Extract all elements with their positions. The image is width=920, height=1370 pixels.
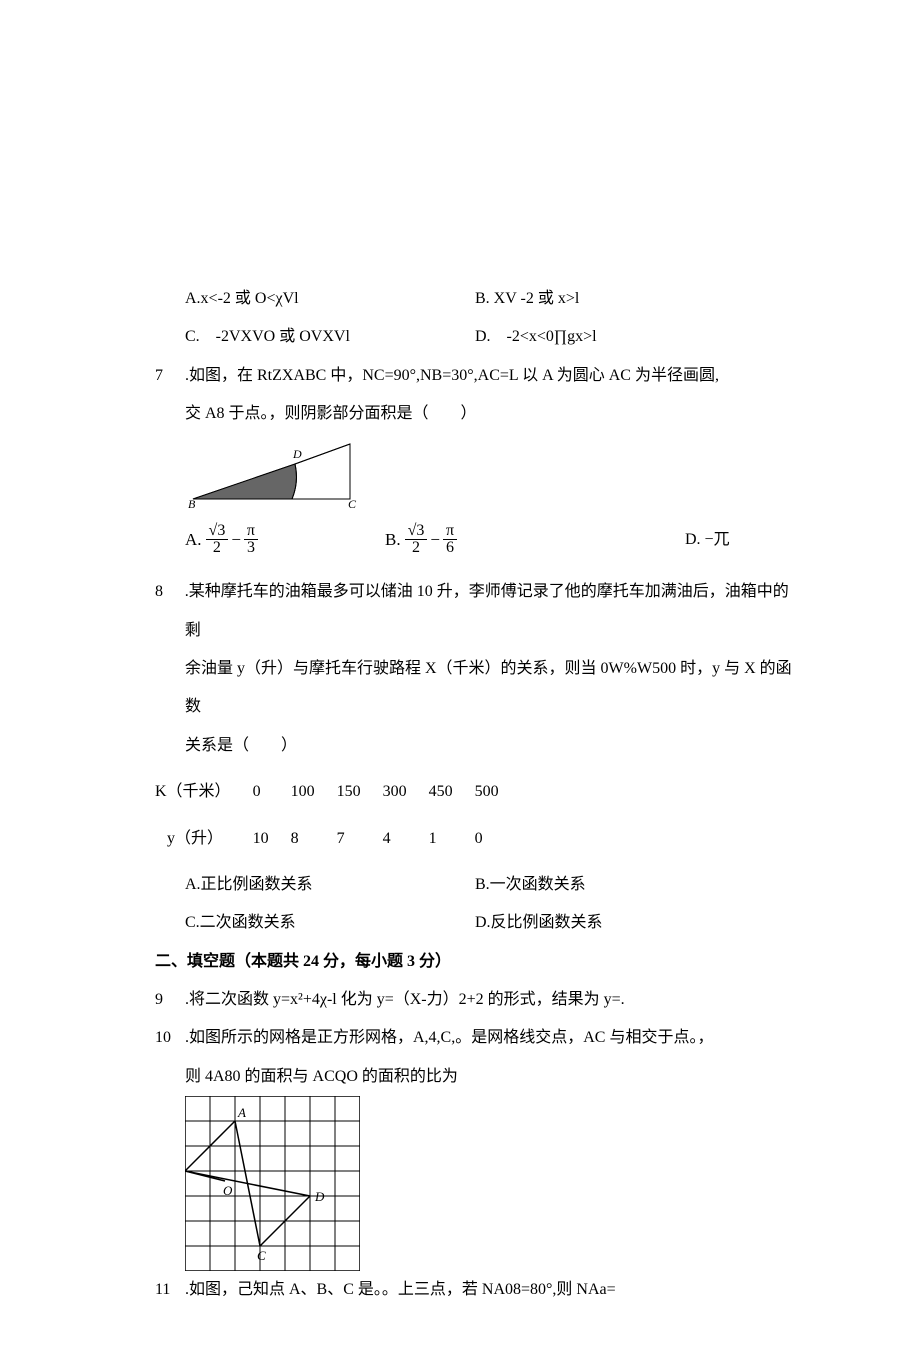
q10-stem-line2: 则 4A80 的面积与 ACQO 的面积的比为 [155,1058,800,1096]
q11-number: 11 [155,1271,185,1309]
q8-td-6: 0 [475,816,521,862]
q7-optA-num1: √3 [206,523,229,541]
q9-stem: 9 .将二次函数 y=x²+4χ-l 化为 y=（X-力）2+2 的形式，结果为… [155,981,800,1019]
q8-option-d: D.反比例函数关系 [475,904,745,942]
q8-options-row1: A.正比例函数关系 B.一次函数关系 [155,866,800,904]
q11-stem-text: .如图，己知点 A、B、C 是。。上三点，若 NA08=80°,则 NAa= [185,1271,616,1309]
q7-optB-den1: 2 [405,540,428,557]
q8-stem1-text: .某种摩托车的油箱最多可以储油 10 升，李师傅记录了他的摩托车加满油后，油箱中… [185,573,800,650]
q6-options-row1: A.x<-2 或 O<χVl B. XV -2 或 x>l [155,280,800,318]
svg-text:B: B [188,497,196,511]
q8-option-a: A.正比例函数关系 [185,866,475,904]
q8-td-3: 7 [337,816,383,862]
section2-title: 二、填空题（本题共 24 分，每小题 3 分） [155,943,800,981]
q7-optB-frac1: √3 2 [405,523,428,558]
q7-figure: B C D [155,434,800,514]
q7-optA-den1: 2 [206,540,229,557]
q7-option-a: A. √3 2 − π 3 [185,523,385,558]
svg-text:C: C [348,497,357,511]
q6-option-c: C. -2VXVO 或 OVXVl [185,318,475,356]
q8-th-5: 450 [429,769,475,815]
q7-optA-num2: π [244,523,258,541]
q10-number: 10 [155,1019,185,1057]
q6-option-d: D. -2<x<0∏gx>l [475,318,745,356]
q8-th-4: 300 [383,769,429,815]
q8-th-6: 500 [475,769,521,815]
q8-stem-line2: 余油量 y（升）与摩托车行驶路程 X（千米）的关系，则当 0W%W500 时，y… [155,650,800,727]
q10-stem1-text: .如图所示的网格是正方形网格，A,4,C,。是网格线交点，AC 与相交于点。， [185,1019,713,1057]
q7-optA-op: − [228,531,244,550]
q8-th-1: 0 [253,769,291,815]
q6-option-b: B. XV -2 或 x>l [475,280,745,318]
q7-optB-num1: √3 [405,523,428,541]
q7-option-b: B. √3 2 − π 6 [385,523,685,558]
q7-optA-frac2: π 3 [244,523,258,558]
q8-th-0: K（千米） [155,769,253,815]
q7-optA-frac1: √3 2 [206,523,229,558]
svg-text:D: D [292,447,302,461]
q8-option-b: B.一次函数关系 [475,866,745,904]
q8-option-c: C.二次函数关系 [185,904,475,942]
q7-stem-line2: 交 A8 于点。，则阴影部分面积是（ ） [155,395,800,433]
q8-td-1: 10 [253,816,291,862]
q8-td-5: 1 [429,816,475,862]
exam-page: A.x<-2 或 O<χVl B. XV -2 或 x>l C. -2VXVO … [0,0,920,1370]
table-row: K（千米） 0 100 150 300 450 500 [155,769,521,815]
q8-td-4: 4 [383,816,429,862]
q7-optB-op: − [427,531,443,550]
q7-optB-den2: 6 [443,540,457,557]
q8-stem-line3: 关系是（ ） [155,727,800,765]
svg-text:A: A [237,1105,246,1120]
q7-optA-den2: 3 [244,540,258,557]
q8-th-3: 150 [337,769,383,815]
q8-stem-line1: 8 .某种摩托车的油箱最多可以储油 10 升，李师傅记录了他的摩托车加满油后，油… [155,573,800,650]
q7-options: A. √3 2 − π 3 B. √3 2 − π 6 D. −兀 [155,523,800,558]
q7-optB-frac2: π 6 [443,523,457,558]
svg-text:O: O [223,1183,233,1198]
q7-number: 7 [155,357,185,395]
q7-stem1-text: .如图，在 RtZXABC 中，NC=90°,NB=30°,AC=L 以 A 为… [185,357,719,395]
q9-stem-text: .将二次函数 y=x²+4χ-l 化为 y=（X-力）2+2 的形式，结果为 y… [185,981,625,1019]
q7-optB-label: B. [385,531,401,550]
q11-stem: 11 .如图，己知点 A、B、C 是。。上三点，若 NA08=80°,则 NAa… [155,1271,800,1309]
q8-number: 8 [155,573,185,611]
q10-figure: ABCDO [185,1096,800,1271]
q8-options-row2: C.二次函数关系 D.反比例函数关系 [155,904,800,942]
q7-stem-line1: 7 .如图，在 RtZXABC 中，NC=90°,NB=30°,AC=L 以 A… [155,357,800,395]
q6-option-a: A.x<-2 或 O<χVl [185,280,475,318]
q6-options-row2: C. -2VXVO 或 OVXVl D. -2<x<0∏gx>l [155,318,800,356]
q7-option-d: D. −兀 [685,531,730,549]
q8-th-2: 100 [291,769,337,815]
q8-data-table: K（千米） 0 100 150 300 450 500 y（升） 10 8 7 … [155,769,521,862]
svg-text:C: C [257,1248,266,1263]
table-row: y（升） 10 8 7 4 1 0 [155,816,521,862]
q8-td-0: y（升） [155,816,253,862]
q7-optB-num2: π [443,523,457,541]
q8-td-2: 8 [291,816,337,862]
q9-number: 9 [155,981,185,1019]
q7-optA-label: A. [185,531,202,550]
q10-stem-line1: 10 .如图所示的网格是正方形网格，A,4,C,。是网格线交点，AC 与相交于点… [155,1019,800,1057]
svg-text:D: D [314,1189,325,1204]
